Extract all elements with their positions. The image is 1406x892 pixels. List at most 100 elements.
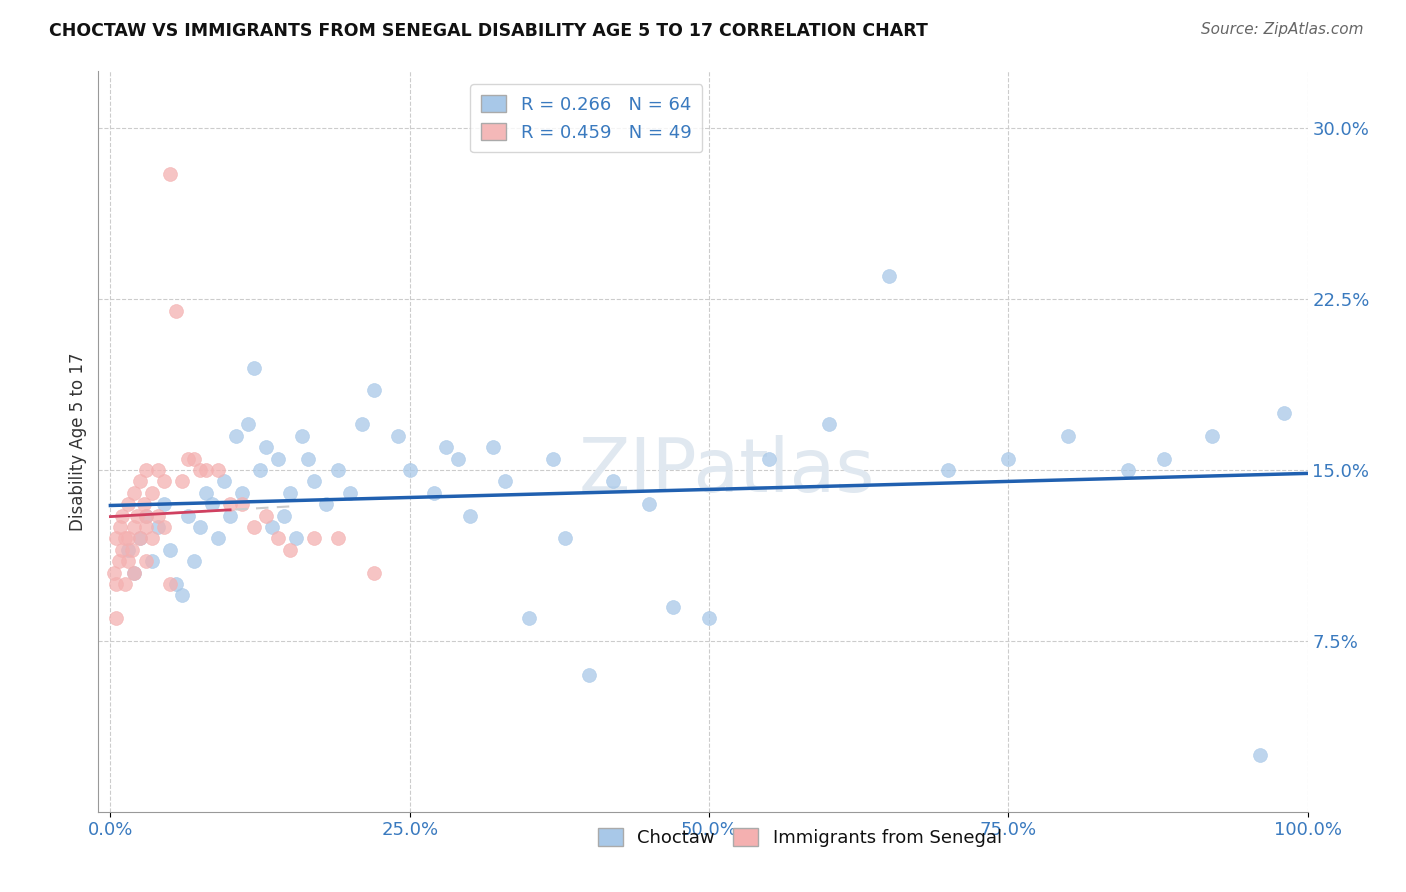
Point [231, 485, 253, 500]
Point [1272, 406, 1295, 420]
Point [201, 497, 224, 511]
Point [117, 532, 139, 546]
Point [284, 532, 307, 546]
Point [188, 463, 211, 477]
Point [297, 451, 319, 466]
Point [135, 554, 157, 568]
Point [117, 542, 139, 557]
Point [519, 611, 541, 625]
Point [124, 485, 146, 500]
Point [153, 475, 176, 489]
Point [938, 463, 960, 477]
Point [129, 532, 152, 546]
Point [243, 520, 266, 534]
Point [153, 497, 176, 511]
Point [135, 520, 157, 534]
Point [997, 451, 1019, 466]
Point [254, 508, 277, 523]
Point [434, 440, 457, 454]
Point [387, 429, 409, 443]
Point [108, 520, 131, 534]
Text: Source: ZipAtlas.com: Source: ZipAtlas.com [1201, 22, 1364, 37]
Point [148, 520, 170, 534]
Point [105, 611, 128, 625]
Point [132, 497, 155, 511]
Point [183, 451, 205, 466]
Point [117, 497, 139, 511]
Point [177, 451, 200, 466]
Point [165, 303, 187, 318]
Y-axis label: Disability Age 5 to 17: Disability Age 5 to 17 [69, 352, 87, 531]
Point [107, 554, 129, 568]
Point [103, 566, 125, 580]
Point [398, 463, 420, 477]
Point [105, 577, 128, 591]
Point [111, 508, 134, 523]
Point [219, 497, 242, 511]
Point [578, 668, 600, 682]
Point [114, 577, 136, 591]
Point [363, 566, 385, 580]
Point [135, 508, 157, 523]
Point [302, 532, 325, 546]
Point [243, 360, 266, 375]
Point [177, 508, 200, 523]
Point [148, 463, 170, 477]
Point [302, 475, 325, 489]
Point [141, 554, 163, 568]
Point [350, 417, 373, 432]
Point [159, 542, 181, 557]
Point [363, 384, 385, 398]
Point [188, 520, 211, 534]
Point [1116, 463, 1139, 477]
Point [129, 532, 152, 546]
Point [1057, 429, 1080, 443]
Point [260, 520, 283, 534]
Point [121, 542, 143, 557]
Point [124, 566, 146, 580]
Point [148, 508, 170, 523]
Point [159, 577, 181, 591]
Point [602, 475, 624, 489]
Point [662, 599, 685, 614]
Point [236, 417, 259, 432]
Legend: Choctaw, Immigrants from Senegal: Choctaw, Immigrants from Senegal [591, 822, 1010, 855]
Point [446, 451, 468, 466]
Point [183, 554, 205, 568]
Point [207, 463, 229, 477]
Point [172, 475, 194, 489]
Point [105, 532, 128, 546]
Point [278, 542, 301, 557]
Point [212, 475, 235, 489]
Point [1153, 451, 1175, 466]
Point [273, 508, 295, 523]
Point [129, 475, 152, 489]
Point [326, 463, 349, 477]
Text: ZIPatlas: ZIPatlas [579, 434, 876, 508]
Point [758, 451, 780, 466]
Point [554, 532, 576, 546]
Point [159, 167, 181, 181]
Point [111, 542, 134, 557]
Point [135, 463, 157, 477]
Point [254, 440, 277, 454]
Point [1249, 747, 1271, 762]
Point [231, 497, 253, 511]
Point [543, 451, 565, 466]
Point [482, 440, 505, 454]
Point [225, 429, 247, 443]
Point [495, 475, 517, 489]
Point [195, 463, 218, 477]
Point [141, 532, 163, 546]
Point [153, 520, 176, 534]
Point [165, 577, 187, 591]
Point [249, 463, 271, 477]
Point [326, 532, 349, 546]
Point [422, 485, 444, 500]
Point [207, 532, 229, 546]
Point [117, 554, 139, 568]
Point [817, 417, 839, 432]
Point [195, 485, 218, 500]
Point [291, 429, 314, 443]
Point [458, 508, 481, 523]
